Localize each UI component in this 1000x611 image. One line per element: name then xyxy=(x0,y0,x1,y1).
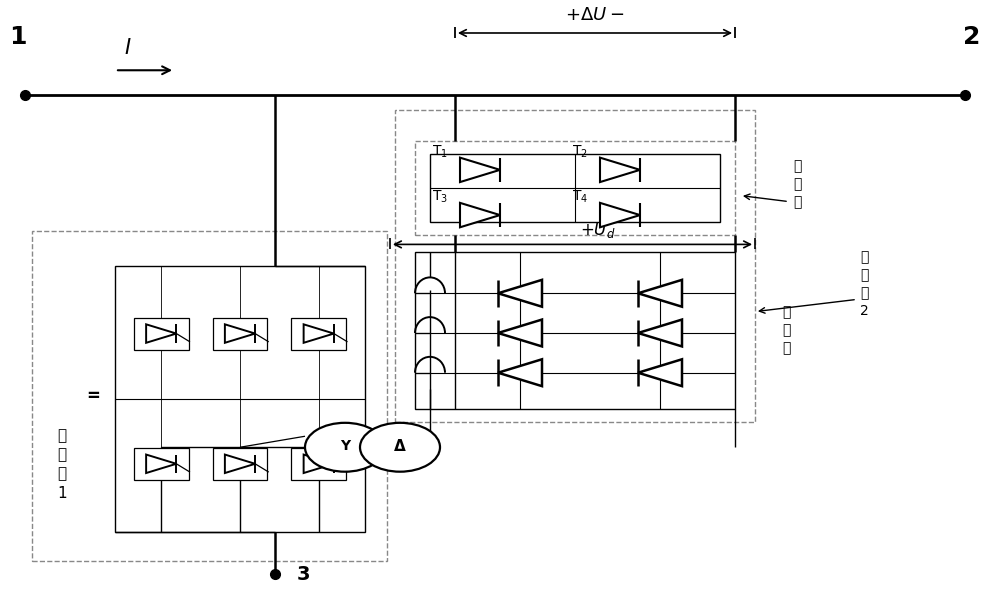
Text: T$_1$: T$_1$ xyxy=(432,144,448,160)
Polygon shape xyxy=(146,324,176,343)
Text: 换
流
桥: 换 流 桥 xyxy=(782,305,790,355)
Text: Y: Y xyxy=(340,439,350,453)
Polygon shape xyxy=(638,320,682,346)
Bar xyxy=(115,266,365,532)
Bar xyxy=(213,318,267,349)
Circle shape xyxy=(360,423,440,472)
Bar xyxy=(213,448,267,480)
Text: T$_2$: T$_2$ xyxy=(572,144,588,160)
Text: 换
流
器
1: 换 流 器 1 xyxy=(57,428,67,500)
Text: $+\Delta U-$: $+\Delta U-$ xyxy=(565,6,625,24)
Text: $I$: $I$ xyxy=(124,38,132,58)
Bar xyxy=(134,448,189,480)
Text: $+U_d$: $+U_d$ xyxy=(580,220,615,240)
Bar xyxy=(291,448,346,480)
Bar xyxy=(415,252,735,409)
Polygon shape xyxy=(638,359,682,386)
Polygon shape xyxy=(225,455,255,473)
Text: T$_4$: T$_4$ xyxy=(572,189,588,205)
Polygon shape xyxy=(460,203,500,227)
Polygon shape xyxy=(498,359,542,386)
Polygon shape xyxy=(498,320,542,346)
Bar xyxy=(430,154,720,222)
Polygon shape xyxy=(460,158,500,182)
Circle shape xyxy=(305,423,385,472)
Bar xyxy=(134,318,189,349)
Polygon shape xyxy=(304,324,334,343)
Polygon shape xyxy=(498,280,542,307)
Bar xyxy=(395,110,755,422)
Text: Δ: Δ xyxy=(394,439,406,453)
Bar xyxy=(32,231,387,561)
Text: T$_3$: T$_3$ xyxy=(432,189,448,205)
Polygon shape xyxy=(600,203,640,227)
Polygon shape xyxy=(225,324,255,343)
Text: 换
流
器
2: 换 流 器 2 xyxy=(860,251,869,318)
Bar xyxy=(291,318,346,349)
Text: 3: 3 xyxy=(297,565,311,584)
Text: 2: 2 xyxy=(963,24,981,49)
Polygon shape xyxy=(146,455,176,473)
Polygon shape xyxy=(600,158,640,182)
Bar xyxy=(415,141,735,235)
Text: =: = xyxy=(86,387,100,404)
Polygon shape xyxy=(304,455,334,473)
Text: 1: 1 xyxy=(9,24,27,49)
Text: 换
向
器: 换 向 器 xyxy=(793,159,801,210)
Polygon shape xyxy=(638,280,682,307)
